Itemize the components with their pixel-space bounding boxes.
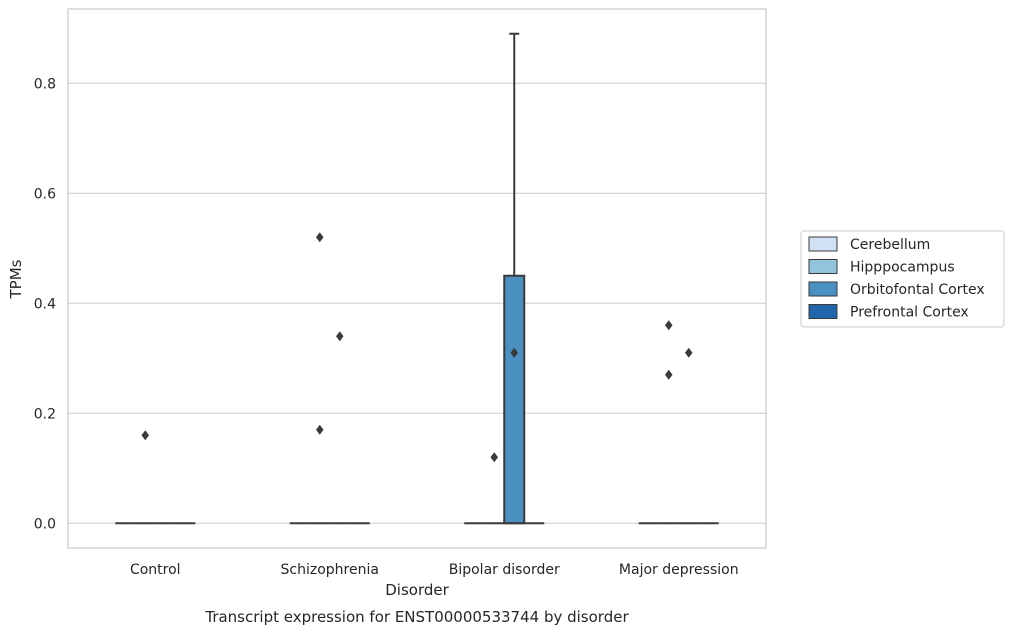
plot-area-frame — [67, 8, 767, 549]
outlier-point — [336, 331, 344, 342]
gridlines — [68, 82, 766, 524]
y-axis-label: TPMs — [7, 259, 25, 299]
box-orbitofontal-cortex — [329, 331, 350, 525]
legend-swatch — [808, 259, 838, 274]
box-hipppocampus — [135, 430, 156, 525]
box-orbitofontal-cortex — [503, 32, 526, 525]
box-iqr — [503, 274, 526, 525]
y-tick-label: 0.4 — [34, 296, 56, 312]
x-tick-label: Schizophrenia — [281, 562, 379, 578]
outlier-point — [665, 369, 673, 380]
box-hipppocampus — [658, 320, 679, 525]
x-tick-label: Control — [130, 562, 181, 578]
y-tick-label: 0.8 — [34, 76, 56, 92]
outlier-point — [141, 430, 149, 441]
legend-swatch — [808, 304, 838, 319]
legend-label: Prefrontal Cortex — [850, 305, 969, 321]
x-axis-ticks: Control Schizophrenia Bipolar disorder Majo… — [130, 562, 739, 578]
legend-swatch — [808, 281, 838, 297]
x-tick-label: Major depression — [619, 562, 739, 578]
box-marks — [115, 32, 719, 525]
outlier-point — [685, 347, 693, 358]
outlier-point — [490, 452, 498, 463]
legend-label: Cerebellum — [850, 237, 930, 253]
box-hipppocampus — [309, 232, 330, 525]
y-tick-label: 0.0 — [34, 516, 56, 532]
legend-label: Hipppocampus — [850, 260, 955, 276]
legend-label: Orbitofontal Cortex — [850, 282, 985, 298]
outlier-point — [665, 320, 673, 331]
outlier-point — [316, 232, 324, 243]
x-tick-label: Bipolar disorder — [449, 562, 560, 578]
x-axis-label: Disorder — [385, 581, 449, 599]
box-hipppocampus — [484, 452, 505, 525]
outlier-point — [510, 347, 518, 358]
y-tick-label: 0.2 — [34, 406, 56, 422]
legend: Cerebellum Hipppocampus Orbitofontal Corte… — [800, 230, 1005, 328]
box-orbitofontal-cortex — [678, 347, 699, 525]
outlier-point — [316, 424, 324, 435]
y-axis-ticks: 0.0 0.2 0.4 0.6 0.8 — [34, 76, 56, 532]
legend-swatch — [808, 236, 838, 252]
chart-caption: Transcript expression for ENST0000053374… — [204, 608, 629, 626]
y-tick-label: 0.6 — [34, 186, 56, 202]
legend-frame — [800, 230, 1005, 328]
